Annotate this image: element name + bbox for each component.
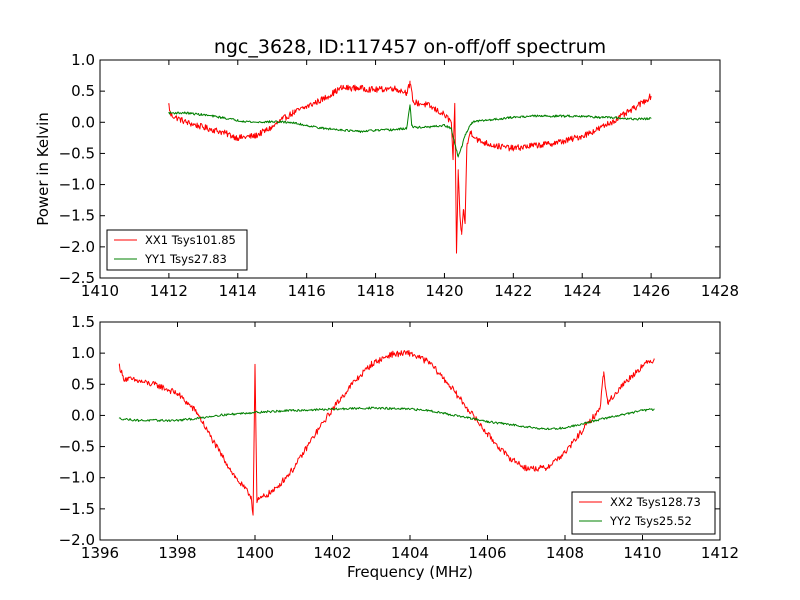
y-tick-label: 1.0: [71, 51, 95, 69]
x-tick-label: 1396: [81, 544, 119, 562]
x-tick-label: 1412: [701, 544, 739, 562]
x-tick-label: 1416: [288, 282, 326, 300]
y-tick-label: 0.5: [71, 82, 95, 100]
legend-label: YY1 Tsys27.83: [144, 252, 227, 266]
x-tick-label: 1410: [81, 282, 119, 300]
y-tick-label: 1.5: [71, 313, 95, 331]
x-tick-label: 1424: [563, 282, 601, 300]
y-tick-label: −2.5: [59, 269, 95, 287]
x-tick-label: 1398: [158, 544, 196, 562]
x-tick-label: 1418: [356, 282, 394, 300]
y-tick-label: −0.5: [59, 144, 95, 162]
x-tick-label: 1402: [313, 544, 351, 562]
y-tick-label: −0.5: [59, 438, 95, 456]
y-tick-label: −2.0: [59, 238, 95, 256]
x-tick-label: 1422: [494, 282, 532, 300]
legend: XX1 Tsys101.85 YY1 Tsys27.83: [106, 229, 248, 271]
series-line-yy2-tsys25-52: [118, 406, 655, 431]
x-tick-label: 1404: [391, 544, 429, 562]
legend-box: [571, 491, 716, 535]
x-tick-label: 1410: [623, 544, 661, 562]
y-tick-label: 1.0: [71, 344, 95, 362]
x-axis-label: Frequency (MHz): [347, 563, 473, 581]
series-line-yy1-tsys27-83: [168, 104, 652, 158]
x-tick-label: 1406: [468, 544, 506, 562]
y-tick-label: −1.0: [59, 469, 95, 487]
legend-label: YY2 Tsys25.52: [609, 514, 692, 528]
series-line-xx1-tsys101-85: [168, 80, 652, 254]
x-tick-label: 1400: [236, 544, 274, 562]
y-tick-label: −1.5: [59, 207, 95, 225]
y-tick-label: 0.5: [71, 375, 95, 393]
legend-box: [106, 229, 248, 271]
figure-title: ngc_3628, ID:117457 on-off/off spectrum: [214, 36, 606, 58]
top-panel: 1410 1412 1414 1416 1418 1420 1422 1424 1426 1428…: [34, 51, 739, 300]
y-tick-label: 0.0: [71, 113, 95, 131]
x-tick-label: 1412: [150, 282, 188, 300]
bottom-panel: 1396 1398 1400 1402 1404 1406 1408 1410 1412 −2.0…: [59, 313, 740, 581]
y-axis-label: Power in Kelvin: [34, 112, 52, 226]
series-line-xx2-tsys128-73: [118, 350, 655, 516]
legend: XX2 Tsys128.73 YY2 Tsys25.52: [571, 491, 716, 535]
x-tick-label: 1426: [632, 282, 670, 300]
x-tick-label: 1420: [425, 282, 463, 300]
x-tick-label: 1414: [219, 282, 257, 300]
legend-label: XX1 Tsys101.85: [145, 233, 236, 247]
legend-label: XX2 Tsys128.73: [610, 495, 701, 509]
y-tick-label: −1.0: [59, 176, 95, 194]
plot-frame: [99, 59, 721, 279]
x-tick-label: 1428: [701, 282, 739, 300]
y-tick-label: −1.5: [59, 500, 95, 518]
y-tick-label: 0.0: [71, 406, 95, 424]
y-tick-label: −2.0: [59, 531, 95, 549]
x-tick-label: 1408: [546, 544, 584, 562]
